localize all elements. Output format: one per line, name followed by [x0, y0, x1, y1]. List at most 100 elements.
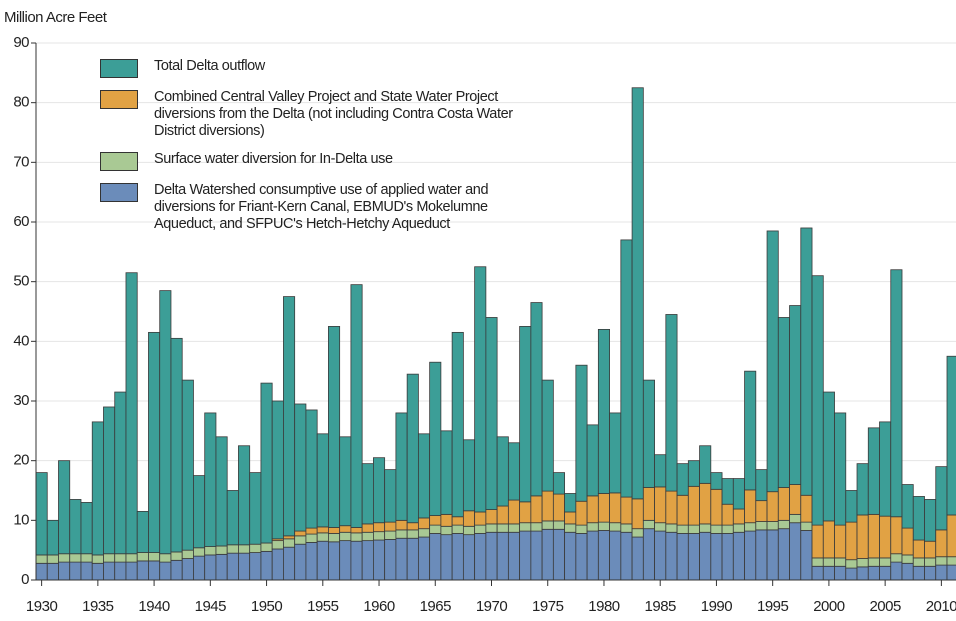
bar-segment	[294, 403, 307, 532]
bar-segment	[822, 565, 835, 581]
bar-segment	[766, 521, 779, 531]
bar-segment	[856, 514, 869, 559]
bar-segment	[879, 421, 892, 517]
bar-segment	[676, 533, 689, 581]
bar-segment	[552, 520, 566, 530]
legend-label: Surface water diversion for In-Delta use	[154, 151, 393, 167]
bar-segment	[822, 391, 835, 522]
bar-segment	[58, 460, 71, 555]
x-tick-label: 1960	[363, 598, 395, 615]
bar-segment	[159, 553, 172, 563]
bar-segment	[69, 561, 82, 581]
bar-segment	[755, 529, 768, 581]
bar-segment	[507, 499, 521, 525]
legend: Total Delta outflow Combined Central Vall…	[100, 58, 540, 244]
bar-segment	[676, 463, 689, 496]
bar-segment	[260, 542, 273, 552]
bar-segment	[721, 503, 734, 526]
bar-segment	[429, 533, 442, 581]
bar-segment	[541, 528, 554, 581]
bar-segment	[654, 454, 667, 488]
bar-segment	[665, 523, 678, 533]
bar-segment	[215, 436, 228, 547]
bar-segment	[125, 561, 138, 581]
bar-segment	[732, 508, 745, 525]
bar-segment	[721, 533, 734, 581]
bar-segment	[845, 567, 858, 581]
bar-segment	[373, 522, 386, 533]
x-tick-label: 1965	[420, 598, 452, 615]
bar-segment	[80, 553, 93, 563]
legend-label: Delta Watershed consumptive use of appli…	[154, 182, 489, 232]
bar-segment	[283, 546, 296, 581]
bar-segment	[946, 355, 956, 516]
bar-segment	[867, 557, 880, 567]
bar-segment	[283, 296, 296, 537]
bar-segment	[901, 562, 914, 581]
bar-segment	[879, 557, 892, 567]
bar-segment	[575, 533, 588, 581]
x-tick-label: 1950	[251, 598, 283, 615]
bar-segment	[609, 492, 622, 524]
bar-segment	[125, 553, 138, 563]
bar-segment	[170, 559, 183, 581]
bar-segment	[103, 553, 116, 563]
bar-segment	[91, 554, 104, 564]
bar-segment	[204, 412, 217, 547]
bar-segment	[744, 489, 757, 524]
bar-segment	[204, 546, 217, 556]
bar-segment	[834, 412, 847, 526]
bar-segment	[474, 533, 487, 581]
bar-segment	[451, 516, 464, 526]
bar-segment	[631, 498, 644, 530]
bar-segment	[46, 554, 59, 564]
bar-segment	[462, 439, 476, 512]
bar-segment	[103, 561, 116, 581]
bar-segment	[384, 521, 397, 532]
bar-segment	[530, 530, 543, 581]
bar-segment	[474, 511, 487, 526]
bar-segment	[586, 530, 599, 581]
bar-segment	[395, 519, 408, 531]
bar-segment	[271, 540, 284, 550]
bar-segment	[834, 565, 847, 581]
bar-segment	[755, 500, 768, 522]
bar-segment	[204, 554, 217, 581]
bar-segment	[789, 513, 802, 524]
bar-segment	[620, 496, 633, 525]
bar-segment	[631, 528, 644, 538]
bar-segment	[519, 522, 532, 532]
legend-swatch	[100, 152, 138, 171]
y-tick-label: 30	[13, 392, 29, 409]
bar-segment	[114, 561, 127, 581]
x-tick-label: 1935	[82, 598, 114, 615]
bar-segment	[552, 528, 566, 581]
bar-segment	[384, 530, 397, 540]
x-tick-label: 1985	[645, 598, 677, 615]
bar-segment	[406, 522, 419, 531]
bar-segment	[620, 523, 633, 533]
bar-segment	[541, 520, 554, 530]
bar-segment	[474, 266, 487, 513]
bar-segment	[935, 556, 948, 566]
bar-segment	[148, 560, 161, 581]
bar-segment	[238, 445, 251, 546]
bar-segment	[103, 406, 116, 555]
bar-segment	[800, 530, 813, 581]
bar-segment	[732, 478, 745, 510]
bar-segment	[811, 275, 824, 526]
legend-entry: Total Delta outflow	[100, 58, 540, 78]
bar-segment	[946, 514, 956, 558]
bar-segment	[294, 543, 307, 581]
bar-segment	[507, 531, 521, 581]
bar-segment	[766, 230, 779, 493]
bar-segment	[811, 557, 824, 567]
bar-segment	[260, 550, 273, 581]
bar-segment	[541, 379, 554, 492]
bar-segment	[744, 370, 757, 491]
bar-segment	[789, 522, 802, 581]
bar-segment	[462, 510, 476, 527]
bar-segment	[620, 531, 633, 581]
bar-segment	[215, 553, 228, 581]
bar-segment	[114, 391, 127, 555]
